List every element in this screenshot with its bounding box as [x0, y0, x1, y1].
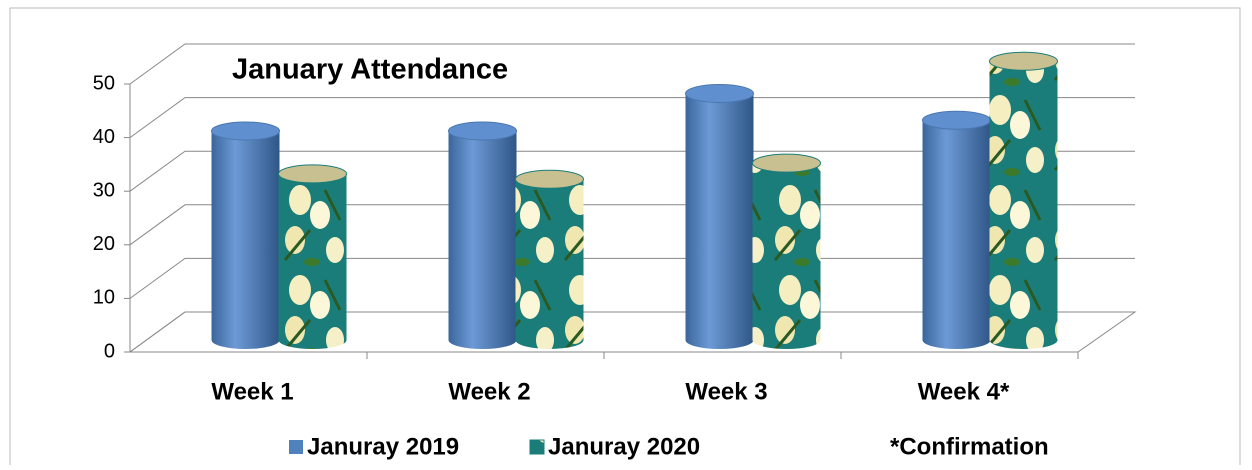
- y-tick-label: 30: [93, 179, 115, 201]
- legend: Januray 2019 Januray 2020 *Confirmation: [289, 433, 1049, 460]
- page: January Attendance 0 10 20 30 40 50 Week 1 Week…: [0, 0, 1252, 470]
- bar: [279, 174, 347, 349]
- chart: January Attendance 0 10 20 30 40 50 Week 1 Week…: [0, 0, 1252, 465]
- x-tick-label: Week 1: [211, 378, 293, 405]
- legend-swatch: [530, 440, 544, 454]
- legend-label: Januray 2019: [307, 433, 459, 460]
- bar-top: [686, 84, 754, 102]
- legend-swatch: [289, 440, 303, 454]
- y-tick-label: 40: [93, 126, 115, 148]
- y-tick-label: 50: [93, 72, 115, 94]
- legend-label: Januray 2020: [548, 433, 700, 460]
- bar-top: [212, 122, 280, 140]
- y-tick-label: 0: [104, 340, 115, 362]
- bar: [449, 131, 517, 349]
- annotation: *Confirmation: [890, 433, 1049, 460]
- bar-top: [923, 111, 991, 129]
- y-tick-label: 10: [93, 287, 115, 309]
- bar-top: [279, 165, 347, 183]
- bar: [212, 131, 280, 349]
- bar-top: [516, 170, 584, 188]
- bar: [990, 61, 1058, 349]
- bar: [753, 163, 821, 349]
- y-tick-label: 20: [93, 233, 115, 255]
- x-tick-label: Week 2: [448, 378, 530, 405]
- bar-top: [753, 154, 821, 172]
- bar: [516, 179, 584, 349]
- plot: 0 10 20 30 40 50 Week 1 Week 2 Week 3 Week 4*: [93, 44, 1135, 405]
- x-tick-label: Week 4*: [918, 378, 1010, 405]
- chart-title: January Attendance: [232, 54, 508, 86]
- bar-top: [990, 52, 1058, 70]
- bar: [686, 93, 754, 349]
- x-tick-label: Week 3: [685, 378, 767, 405]
- bar: [923, 120, 991, 349]
- bar-top: [449, 122, 517, 140]
